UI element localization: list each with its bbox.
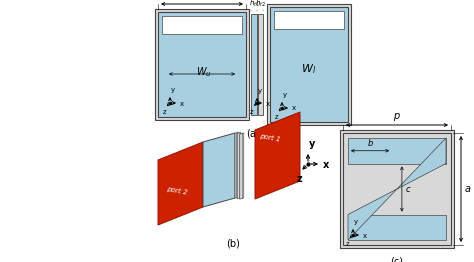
- Text: z: z: [274, 114, 278, 120]
- Text: x: x: [266, 101, 270, 106]
- Polygon shape: [348, 138, 446, 163]
- Bar: [251, 14, 257, 115]
- Text: $p$: $p$: [393, 111, 401, 123]
- Text: z: z: [297, 174, 302, 184]
- Polygon shape: [203, 133, 235, 207]
- Polygon shape: [255, 112, 300, 199]
- Text: $a$: $a$: [464, 184, 471, 194]
- Text: x: x: [323, 160, 329, 170]
- Text: $b$: $b$: [366, 137, 374, 148]
- Polygon shape: [237, 133, 240, 199]
- Text: x: x: [363, 232, 367, 238]
- Text: port 2: port 2: [166, 186, 188, 196]
- Text: $p$: $p$: [198, 0, 206, 2]
- Text: z: z: [162, 109, 166, 115]
- Polygon shape: [235, 132, 238, 198]
- Bar: [270, 7, 348, 122]
- Polygon shape: [237, 132, 241, 198]
- Polygon shape: [240, 133, 243, 199]
- Text: y: y: [354, 219, 357, 225]
- Polygon shape: [240, 133, 244, 199]
- Bar: [274, 11, 344, 29]
- Text: y: y: [171, 87, 174, 93]
- Polygon shape: [348, 138, 446, 240]
- Text: z: z: [250, 109, 254, 114]
- Text: $c$: $c$: [405, 184, 411, 194]
- Text: (c): (c): [391, 257, 403, 262]
- Bar: [267, 4, 351, 125]
- Text: y: y: [309, 139, 315, 149]
- Bar: [158, 12, 246, 117]
- Text: $W_l$: $W_l$: [301, 62, 317, 76]
- Text: z: z: [346, 241, 349, 247]
- Bar: [155, 9, 249, 120]
- Text: (a): (a): [246, 129, 260, 139]
- Text: y: y: [257, 88, 262, 94]
- Bar: [340, 130, 454, 248]
- Text: $h_{t1}$: $h_{t1}$: [248, 0, 259, 9]
- Bar: [162, 16, 242, 34]
- Text: x: x: [292, 106, 296, 112]
- Text: (b): (b): [226, 239, 240, 249]
- Text: $W_u$: $W_u$: [196, 65, 212, 79]
- Text: x: x: [180, 101, 184, 106]
- Polygon shape: [158, 142, 203, 225]
- Text: y: y: [283, 92, 287, 98]
- Text: port 1: port 1: [259, 133, 281, 143]
- Bar: [343, 133, 451, 245]
- Text: $h_{t2}$: $h_{t2}$: [255, 0, 266, 9]
- Bar: [258, 14, 263, 115]
- Polygon shape: [348, 215, 446, 240]
